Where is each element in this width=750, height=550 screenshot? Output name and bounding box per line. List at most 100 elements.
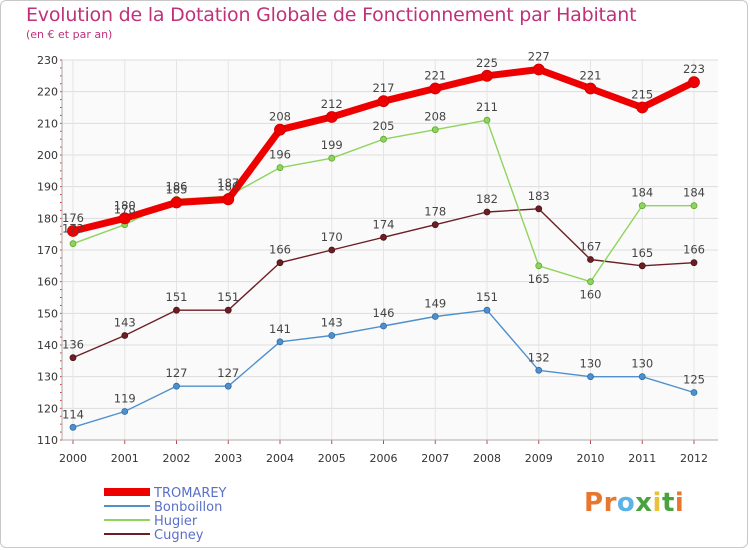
data-label: 174 <box>373 217 395 231</box>
data-label: 151 <box>476 290 498 304</box>
data-point <box>69 423 77 431</box>
data-label: 127 <box>166 366 188 380</box>
data-point <box>380 233 387 241</box>
data-label: 212 <box>321 97 343 111</box>
data-label: 166 <box>269 243 291 257</box>
data-point <box>69 240 77 248</box>
y-tick-label: 190 <box>37 181 58 194</box>
data-point <box>276 338 284 346</box>
data-label: 149 <box>424 297 446 311</box>
x-tick-label: 2001 <box>111 452 139 465</box>
x-tick-label: 2000 <box>59 452 87 465</box>
data-point <box>638 262 646 270</box>
data-point <box>222 193 235 206</box>
data-label: 180 <box>114 198 136 212</box>
x-tick-label: 2005 <box>318 452 346 465</box>
data-label: 119 <box>114 392 136 406</box>
data-point <box>380 135 387 143</box>
data-label: 178 <box>424 205 446 219</box>
data-label: 146 <box>373 306 395 320</box>
y-tick-label: 140 <box>37 339 58 352</box>
data-point <box>328 246 336 254</box>
x-tick-label: 2004 <box>266 452 294 465</box>
y-tick-label: 180 <box>37 212 58 225</box>
data-label: 132 <box>528 350 550 364</box>
data-label: 184 <box>683 186 705 200</box>
logo-letter: P <box>584 488 604 518</box>
data-point <box>532 63 545 76</box>
data-label: 187 <box>217 176 239 190</box>
legend-label: Bonboillon <box>154 500 222 515</box>
data-label: 184 <box>631 186 653 200</box>
data-label: 143 <box>321 316 343 330</box>
data-label: 183 <box>528 189 550 203</box>
data-point <box>69 354 77 362</box>
legend-label: Cugney <box>154 528 204 543</box>
data-label: 182 <box>476 192 498 206</box>
proxiti-logo: Proxiti <box>584 488 684 518</box>
data-point <box>328 332 336 339</box>
data-label: 125 <box>683 373 705 387</box>
data-point <box>535 205 543 213</box>
y-tick-label: 160 <box>37 276 58 289</box>
data-point <box>118 212 131 225</box>
data-point <box>483 116 491 124</box>
y-tick-label: 200 <box>37 149 58 162</box>
data-label: 160 <box>580 288 602 302</box>
y-tick-label: 170 <box>37 244 58 257</box>
x-tick-label: 2007 <box>421 452 449 465</box>
x-tick-label: 2006 <box>370 452 398 465</box>
data-point <box>587 278 594 286</box>
data-point <box>67 225 79 237</box>
y-tick-label: 110 <box>37 434 58 447</box>
data-label: 151 <box>166 290 188 304</box>
data-label: 151 <box>217 290 239 304</box>
logo-letter: t <box>661 488 675 518</box>
legend-label: TROMAREY <box>153 486 227 501</box>
x-tick-label: 2003 <box>214 452 242 465</box>
chart-title: Evolution de la Dotation Globale de Fonc… <box>26 4 637 26</box>
data-point <box>638 373 646 381</box>
x-tick-label: 2009 <box>525 452 553 465</box>
data-point <box>584 82 597 95</box>
x-tick-label: 2011 <box>628 452 656 465</box>
data-label: 185 <box>166 183 188 197</box>
x-tick-label: 2002 <box>163 452 191 465</box>
data-point <box>325 111 338 123</box>
data-label: 196 <box>269 148 291 162</box>
data-point <box>535 366 543 374</box>
data-point <box>638 202 646 210</box>
logo-letter: o <box>616 488 636 518</box>
data-point <box>173 306 180 314</box>
data-label: 176 <box>62 211 84 225</box>
x-tick-label: 2008 <box>473 452 501 465</box>
data-point <box>481 69 493 82</box>
logo-letter: i <box>652 488 662 518</box>
data-label: 143 <box>114 316 136 330</box>
data-label: 208 <box>424 110 446 124</box>
data-point <box>224 382 232 390</box>
data-label: 165 <box>631 246 653 260</box>
data-label: 127 <box>217 366 239 380</box>
data-point <box>173 382 180 390</box>
x-tick-label: 2010 <box>577 452 605 465</box>
data-label: 178 <box>114 203 136 217</box>
data-label: 170 <box>321 230 343 244</box>
y-tick-label: 150 <box>37 307 58 320</box>
y-tick-label: 120 <box>37 402 58 415</box>
data-point <box>636 101 649 114</box>
x-tick-label: 2012 <box>680 452 708 465</box>
data-label: 130 <box>580 357 602 371</box>
data-point <box>587 256 594 263</box>
data-label: 165 <box>528 272 550 286</box>
data-label: 199 <box>321 138 343 152</box>
data-point <box>377 95 390 108</box>
data-point <box>328 154 336 162</box>
data-label: 221 <box>424 69 446 83</box>
data-label: 227 <box>528 50 550 64</box>
data-point <box>690 202 698 210</box>
data-point <box>429 82 442 95</box>
data-point <box>431 221 439 229</box>
data-point <box>431 313 439 320</box>
